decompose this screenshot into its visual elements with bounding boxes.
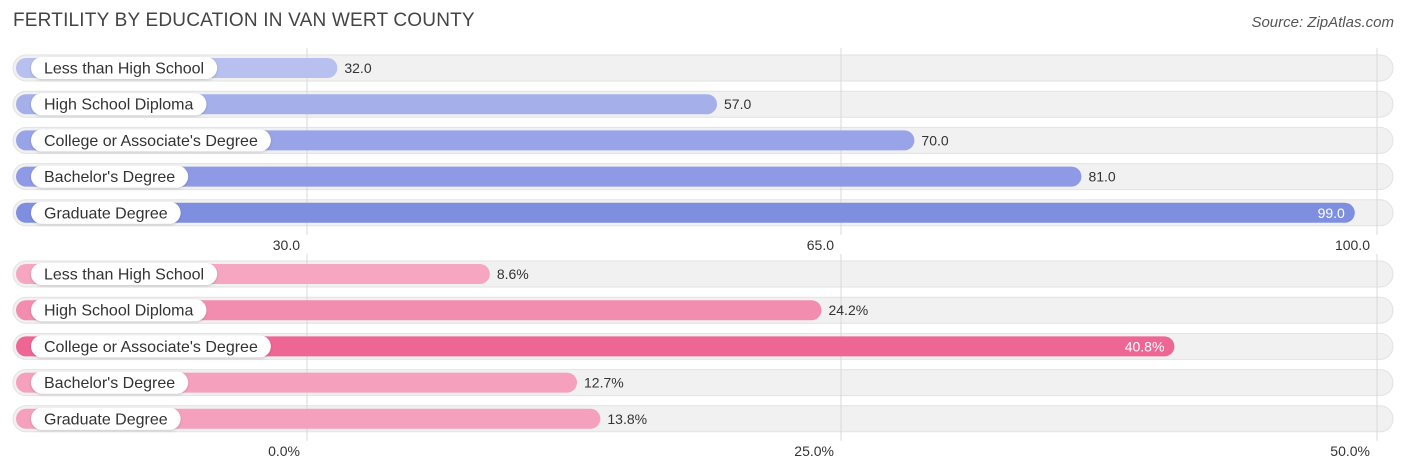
category-label: Bachelor's Degree — [44, 169, 175, 186]
value-label: 13.8% — [607, 411, 647, 427]
fertility-rate-chart: Less than High School 32.0 High School Dip… — [12, 47, 1394, 253]
category-label: Less than High School — [44, 267, 204, 284]
bar-bachelor-s-degree — [16, 166, 1082, 187]
tick-label: 50.0% — [1330, 443, 1370, 459]
chart-title: FERTILITY BY EDUCATION IN VAN WERT COUNT… — [13, 10, 475, 31]
category-label: High School Diploma — [44, 303, 194, 320]
category-pill — [31, 93, 207, 116]
bar-graduate-degree — [16, 202, 1355, 223]
value-label: 57.0 — [724, 96, 751, 112]
source-credit: Source: ZipAtlas.com — [1251, 14, 1394, 31]
category-pill — [31, 407, 181, 430]
category-label: Less than High School — [44, 61, 204, 78]
category-label: Graduate Degree — [44, 205, 168, 222]
tick-label: 100.0 — [1335, 237, 1370, 253]
category-label: Graduate Degree — [44, 411, 168, 428]
tick-label: 25.0% — [794, 443, 834, 459]
category-label: College or Associate's Degree — [44, 339, 258, 356]
category-label: College or Associate's Degree — [44, 133, 258, 150]
value-label: 32.0 — [344, 60, 371, 76]
tick-label: 30.0 — [273, 237, 300, 253]
value-label: 99.0 — [1318, 205, 1345, 221]
category-pill — [31, 165, 189, 188]
fertility-pct-chart: Less than High School 8.6% High School Dip… — [12, 253, 1394, 459]
tick-label: 0.0% — [268, 443, 300, 459]
category-pill — [31, 201, 181, 224]
value-label: 12.7% — [584, 375, 624, 391]
category-pill — [31, 371, 189, 394]
category-label: High School Diploma — [44, 97, 194, 114]
value-label: 81.0 — [1088, 169, 1115, 185]
value-label: 40.8% — [1125, 338, 1165, 354]
category-pill — [31, 57, 218, 79]
bar-college-or-associate-s-degree — [16, 336, 1175, 357]
category-pill — [31, 263, 218, 285]
value-label: 24.2% — [828, 302, 868, 318]
value-label: 70.0 — [921, 132, 948, 148]
value-label: 8.6% — [497, 266, 529, 282]
category-pill — [31, 335, 271, 358]
row-track — [12, 54, 1394, 82]
category-pill — [31, 299, 207, 322]
tick-label: 65.0 — [807, 237, 834, 253]
category-pill — [31, 129, 271, 152]
bar-high-school-diploma — [16, 300, 822, 321]
category-label: Bachelor's Degree — [44, 375, 175, 392]
